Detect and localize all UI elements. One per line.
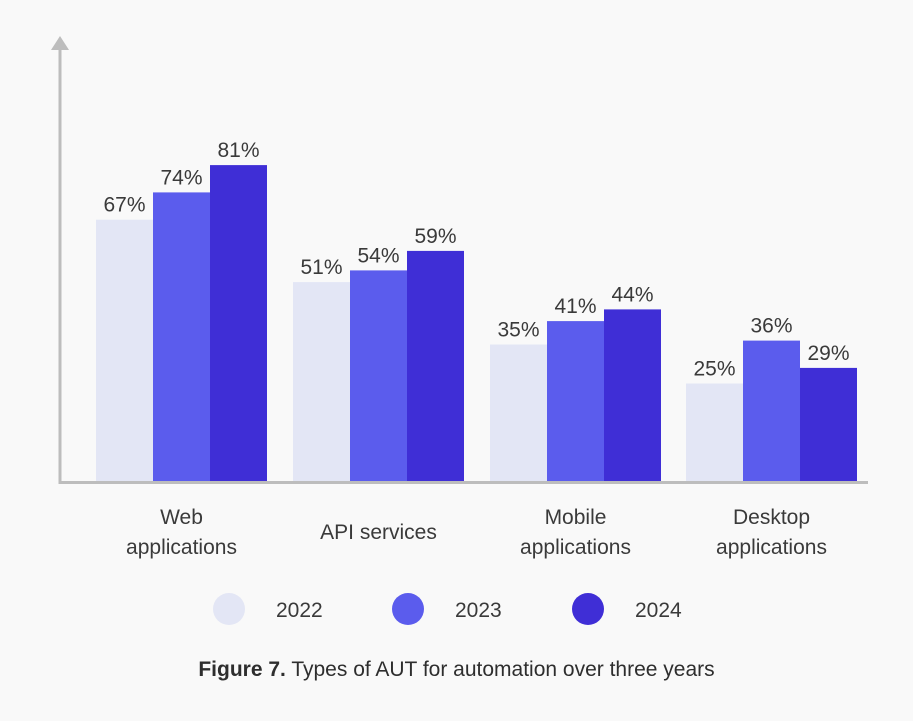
value-label-2024-0: 81%	[217, 139, 259, 162]
legend: 2022 2023 2024	[213, 593, 682, 625]
bar-2022-1	[293, 282, 350, 481]
figure-caption: Figure 7. Types of AUT for automation ov…	[0, 658, 913, 682]
value-label-2024-1: 59%	[414, 225, 456, 248]
value-label-2023-0: 74%	[160, 166, 202, 189]
value-label-2023-1: 54%	[357, 244, 399, 267]
bar-2022-2	[490, 344, 547, 481]
value-labels-group: 67% 74% 81% 51% 54% 59% 35% 41% 44% 25% 36% 29%	[103, 139, 849, 380]
value-label-2022-2: 35%	[497, 319, 539, 342]
bar-2024-3	[800, 367, 857, 481]
caption-label: Figure 7.	[198, 658, 286, 681]
legend-label-2023: 2023	[455, 599, 502, 622]
bar-2022-3	[686, 383, 743, 481]
bar-2023-1	[350, 270, 407, 481]
caption-text: Types of AUT for automation over three y…	[285, 658, 715, 681]
value-label-2022-1: 51%	[300, 256, 342, 279]
category-label-3: Desktop applications	[716, 506, 827, 559]
value-label-2023-3: 36%	[750, 315, 792, 338]
category-label-1: API services	[320, 521, 437, 544]
axes-group	[51, 36, 868, 484]
legend-swatch-2023	[392, 593, 424, 625]
bar-chart: 67% 74% 81% 51% 54% 59% 35% 41% 44% 25% 36% 29% Web…	[51, 36, 868, 625]
value-label-2022-3: 25%	[693, 358, 735, 381]
bar-2024-1	[407, 250, 464, 481]
value-label-2022-0: 67%	[103, 194, 145, 217]
legend-swatch-2024	[572, 593, 604, 625]
bar-2023-0	[153, 192, 210, 481]
bar-2024-0	[210, 165, 267, 481]
bars-group	[96, 165, 857, 481]
legend-label-2022: 2022	[276, 599, 323, 622]
bar-2022-0	[96, 219, 153, 481]
category-labels-group: Web applications API services Mobile applica…	[126, 506, 827, 559]
value-label-2023-2: 41%	[554, 295, 596, 318]
legend-swatch-2022	[213, 593, 245, 625]
legend-label-2024: 2024	[635, 599, 682, 622]
value-label-2024-2: 44%	[611, 283, 653, 306]
category-label-0: Web applications	[126, 506, 237, 559]
category-label-2: Mobile applications	[520, 506, 631, 559]
y-axis-arrow-icon	[51, 36, 69, 50]
bar-2024-2	[604, 309, 661, 481]
bar-2023-2	[547, 321, 604, 481]
bar-2023-3	[743, 340, 800, 481]
value-label-2024-3: 29%	[807, 342, 849, 365]
